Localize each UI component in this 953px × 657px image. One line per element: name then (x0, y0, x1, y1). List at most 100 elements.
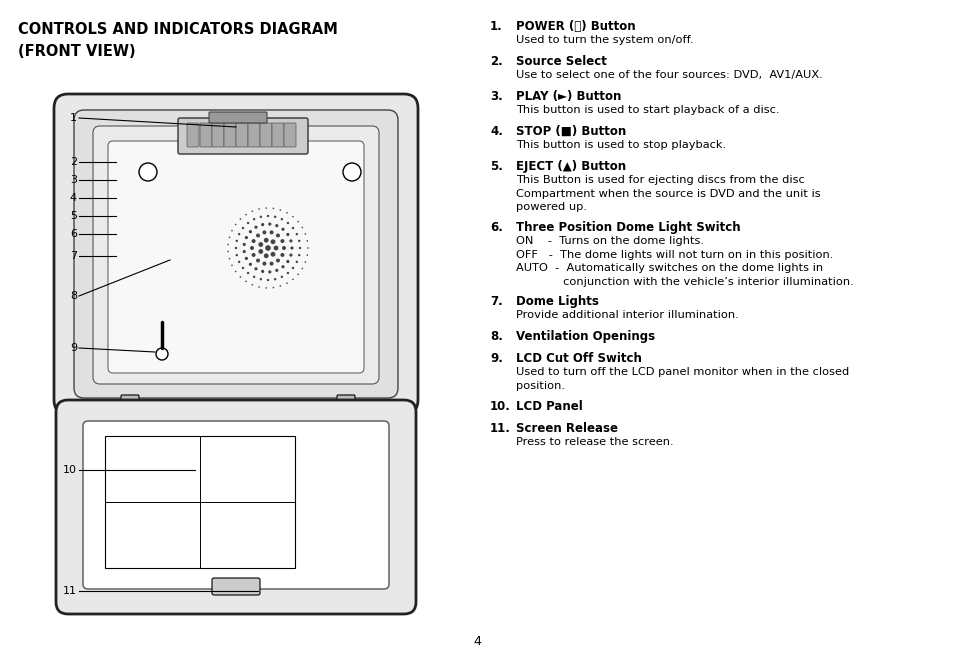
FancyBboxPatch shape (56, 400, 416, 614)
Circle shape (265, 245, 271, 251)
Circle shape (297, 273, 298, 275)
Circle shape (343, 163, 360, 181)
Circle shape (274, 224, 278, 227)
FancyBboxPatch shape (92, 126, 378, 384)
Circle shape (292, 279, 294, 280)
Circle shape (282, 246, 286, 250)
Text: 5.: 5. (490, 160, 502, 173)
Circle shape (289, 254, 293, 257)
Circle shape (270, 231, 274, 235)
Circle shape (265, 287, 267, 289)
Circle shape (292, 216, 294, 217)
Circle shape (280, 253, 284, 257)
Circle shape (271, 252, 275, 257)
FancyBboxPatch shape (284, 123, 295, 147)
Text: This button is used to start playback of a disc.: This button is used to start playback of… (516, 105, 779, 115)
Text: LCD Panel: LCD Panel (516, 400, 582, 413)
FancyBboxPatch shape (235, 123, 248, 147)
Circle shape (249, 230, 252, 233)
Circle shape (281, 227, 284, 231)
Circle shape (274, 278, 276, 281)
Text: POWER (⏻) Button: POWER (⏻) Button (516, 20, 635, 33)
Circle shape (258, 242, 263, 247)
Circle shape (286, 233, 289, 236)
Circle shape (280, 239, 284, 243)
Text: 10.: 10. (490, 400, 511, 413)
Circle shape (304, 261, 306, 263)
Circle shape (297, 240, 300, 242)
Text: 11: 11 (63, 586, 77, 596)
FancyBboxPatch shape (260, 123, 272, 147)
Text: 6: 6 (70, 229, 77, 239)
Circle shape (234, 247, 237, 249)
Circle shape (237, 261, 240, 263)
Circle shape (156, 348, 168, 360)
Circle shape (241, 267, 244, 269)
Circle shape (259, 215, 262, 218)
Circle shape (229, 237, 230, 238)
FancyBboxPatch shape (212, 578, 260, 595)
Circle shape (306, 240, 308, 242)
Text: 2.: 2. (490, 55, 502, 68)
Text: 3.: 3. (490, 90, 502, 103)
Text: This button is used to stop playback.: This button is used to stop playback. (516, 140, 725, 150)
Circle shape (268, 223, 271, 225)
Text: 4: 4 (70, 193, 77, 203)
Circle shape (239, 218, 241, 220)
Text: 4: 4 (473, 635, 480, 648)
Circle shape (290, 246, 294, 250)
Circle shape (234, 271, 236, 272)
Text: Use to select one of the four sources: DVD,  AV1/AUX.: Use to select one of the four sources: D… (516, 70, 821, 80)
FancyBboxPatch shape (336, 395, 355, 411)
Text: CONTROLS AND INDICATORS DIAGRAM
(FRONT VIEW): CONTROLS AND INDICATORS DIAGRAM (FRONT V… (18, 22, 337, 59)
Circle shape (245, 236, 248, 239)
Text: 3: 3 (70, 175, 77, 185)
Text: ON    -  Turns on the dome lights.
OFF   -  The dome lights will not turn on in : ON - Turns on the dome lights. OFF - The… (516, 236, 853, 287)
Circle shape (229, 258, 230, 260)
FancyBboxPatch shape (212, 123, 224, 147)
Circle shape (250, 246, 253, 250)
Circle shape (262, 261, 266, 265)
Circle shape (242, 243, 246, 246)
Circle shape (287, 222, 289, 224)
Text: Source Select: Source Select (516, 55, 606, 68)
Circle shape (292, 227, 294, 229)
Circle shape (227, 251, 229, 252)
Circle shape (295, 233, 297, 235)
Text: 11.: 11. (490, 422, 511, 435)
FancyBboxPatch shape (248, 123, 260, 147)
Circle shape (252, 210, 253, 212)
Text: 10: 10 (63, 465, 77, 475)
Circle shape (286, 283, 288, 284)
Circle shape (258, 208, 259, 210)
Circle shape (301, 267, 303, 269)
Circle shape (254, 225, 257, 229)
Text: 8.: 8. (490, 330, 502, 343)
Text: STOP (■) Button: STOP (■) Button (516, 125, 625, 138)
FancyBboxPatch shape (83, 421, 389, 589)
Circle shape (307, 247, 309, 249)
FancyBboxPatch shape (108, 141, 364, 373)
Circle shape (231, 230, 233, 231)
Circle shape (139, 163, 157, 181)
Circle shape (261, 270, 264, 273)
Circle shape (245, 257, 248, 260)
Circle shape (292, 267, 294, 269)
FancyBboxPatch shape (178, 118, 308, 154)
Circle shape (258, 249, 263, 254)
Circle shape (235, 240, 237, 242)
Circle shape (261, 223, 264, 226)
Circle shape (242, 250, 246, 253)
Text: Screen Release: Screen Release (516, 422, 618, 435)
Circle shape (227, 244, 229, 245)
Text: 8: 8 (70, 291, 77, 301)
Circle shape (274, 269, 278, 272)
Circle shape (264, 254, 269, 258)
Text: 5: 5 (70, 211, 77, 221)
FancyBboxPatch shape (121, 395, 139, 411)
Circle shape (255, 233, 260, 237)
Circle shape (239, 276, 241, 278)
Circle shape (247, 222, 249, 224)
Circle shape (255, 258, 260, 263)
Text: 4.: 4. (490, 125, 502, 138)
